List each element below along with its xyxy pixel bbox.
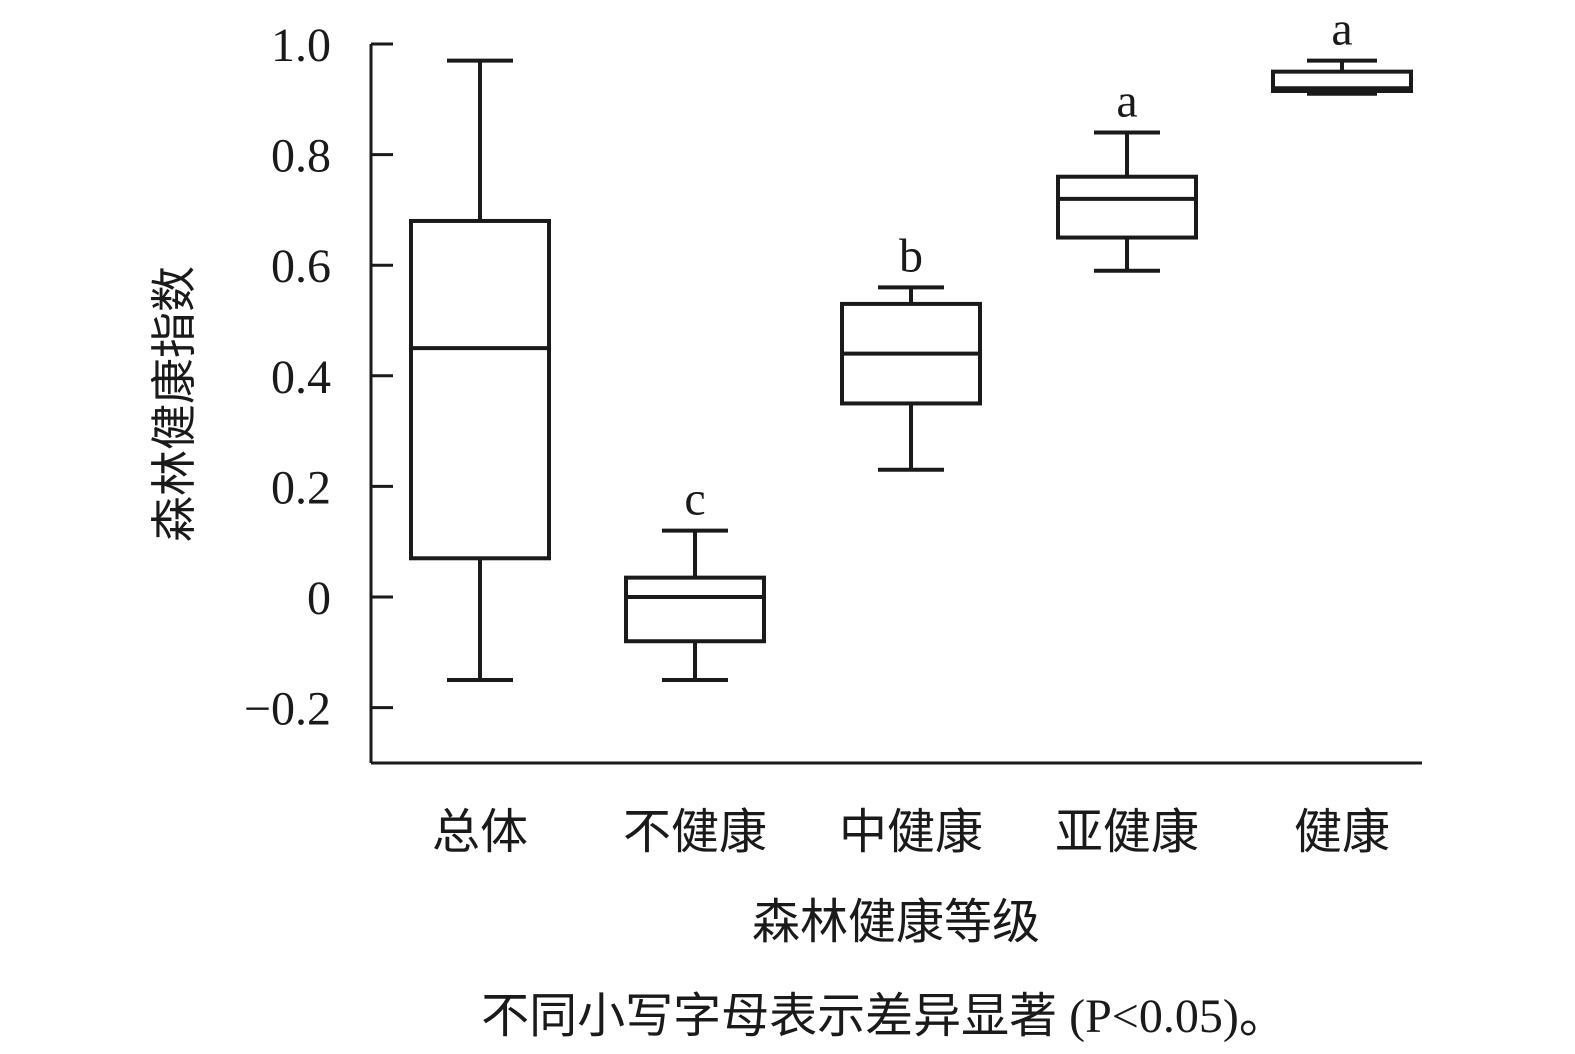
y-tick-label: 0.2 — [271, 461, 331, 514]
box-iqr — [1056, 174, 1198, 240]
y-tick-label: 0.6 — [271, 240, 331, 293]
significance-letter: a — [1331, 3, 1352, 56]
box-group-3: b — [840, 229, 982, 472]
box-group-1 — [409, 58, 551, 682]
y-axis-ticks: 1.0 0.8 0.6 0.4 0.2 0 −0.2 — [244, 19, 393, 736]
y-tick-label: 1.0 — [271, 19, 331, 72]
x-tick-label: 中健康 — [839, 806, 983, 859]
box-group-5: a — [1271, 3, 1413, 96]
x-tick-label: 健康 — [1294, 806, 1390, 859]
y-tick-label: 0 — [307, 572, 331, 625]
significance-letter: b — [899, 229, 923, 282]
x-tick-label: 总体 — [432, 806, 528, 859]
box-group-4: a — [1056, 74, 1198, 273]
significance-letter: a — [1116, 74, 1137, 127]
box-iqr — [409, 218, 551, 561]
y-tick-label: 0.8 — [271, 130, 331, 183]
y-tick-label: −0.2 — [244, 683, 331, 736]
box-iqr — [624, 575, 766, 644]
chart-axes — [369, 44, 1422, 765]
x-tick-label: 亚健康 — [1055, 806, 1199, 859]
y-tick-label: 0.4 — [271, 351, 331, 404]
y-axis-label: 森林健康指数 — [149, 266, 200, 542]
significance-letter: c — [684, 473, 705, 526]
box-series: c b a a — [409, 3, 1413, 682]
x-axis-label: 森林健康等级 — [752, 896, 1040, 949]
significance-note: 不同小写字母表示差异显著 (P<0.05)。 — [481, 990, 1287, 1043]
x-tick-label: 不健康 — [623, 806, 767, 859]
box-iqr — [1271, 69, 1413, 94]
x-axis-tick-labels: 总体 不健康 中健康 亚健康 健康 — [432, 806, 1390, 859]
box-group-2: c — [624, 473, 766, 682]
